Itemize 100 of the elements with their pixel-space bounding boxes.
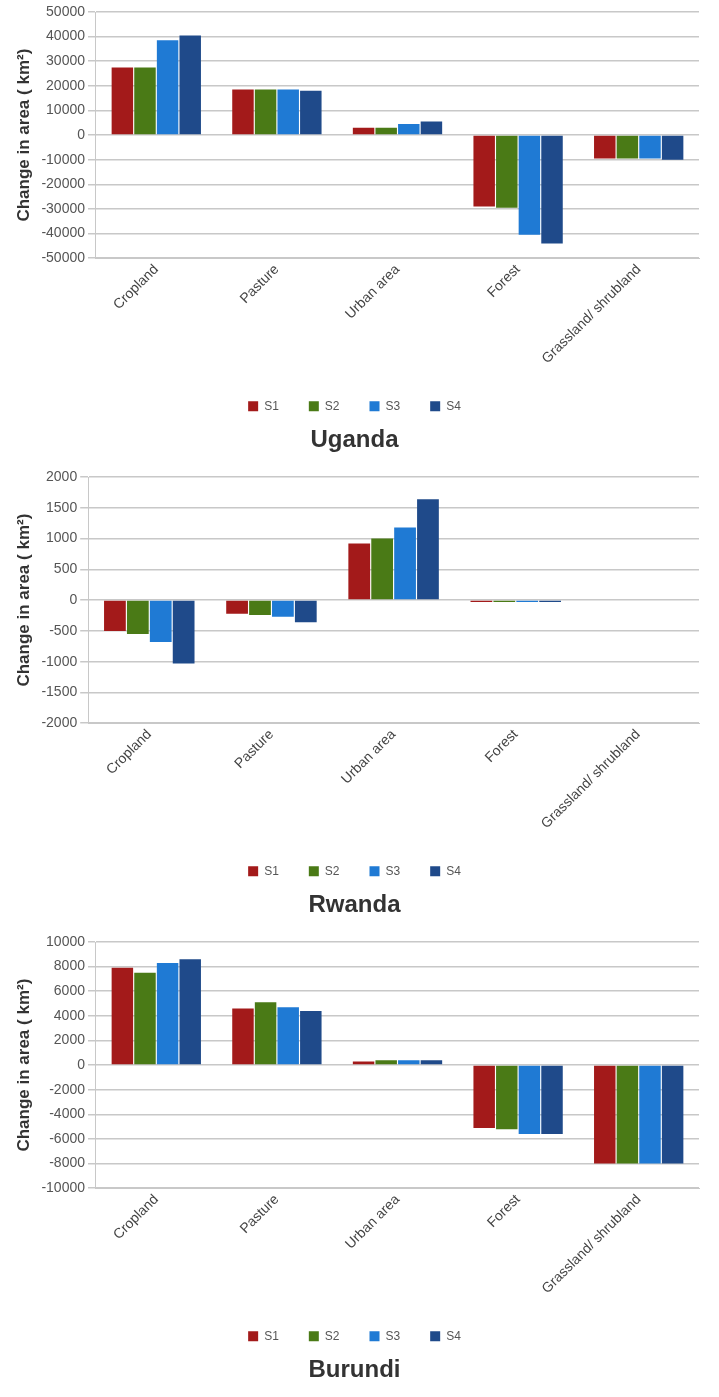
bar	[473, 135, 495, 207]
bar	[518, 1065, 541, 1135]
bar	[371, 538, 394, 600]
y-tick-label: -8000	[49, 1154, 86, 1171]
bar	[179, 35, 201, 135]
bar	[156, 40, 179, 135]
legend-label: S2	[324, 1328, 340, 1343]
bar	[541, 135, 563, 244]
bar	[232, 89, 254, 135]
text: Uganda	[310, 425, 400, 453]
bar	[111, 67, 134, 135]
y-tick-label: 6000	[53, 982, 86, 999]
y-tick-label: 40000	[46, 27, 86, 44]
y-tick-label: -1000	[41, 652, 78, 669]
text: Rwanda	[308, 890, 402, 918]
bar	[541, 1065, 563, 1135]
y-tick-label: -2000	[41, 714, 78, 731]
y-tick-label: -10000	[41, 150, 86, 167]
bar	[156, 962, 179, 1065]
bar	[594, 135, 616, 159]
bar	[254, 1002, 277, 1065]
bar	[639, 1065, 661, 1164]
bar	[249, 600, 271, 615]
y-tick-label: 0	[77, 125, 86, 142]
y-tick-label: 10000	[46, 932, 86, 949]
legend-label: S2	[324, 863, 340, 878]
y-tick-label: 0	[77, 1055, 86, 1072]
bar	[417, 499, 439, 600]
bar	[134, 67, 156, 135]
text: Burundi	[308, 1355, 401, 1383]
bar	[348, 543, 371, 600]
bar	[375, 127, 397, 135]
bar	[518, 135, 541, 235]
bar	[661, 1065, 684, 1164]
bar	[639, 135, 661, 159]
bar	[232, 1008, 254, 1065]
bar	[398, 1060, 420, 1065]
y-tick-label: 1500	[46, 498, 78, 515]
bar	[473, 1065, 495, 1128]
y-tick-label: 2000	[53, 1031, 86, 1048]
y-tick-label: -500	[49, 621, 78, 638]
y-tick-label: -50000	[41, 249, 86, 266]
legend-label: S1	[264, 1328, 280, 1343]
legend-label: S1	[264, 398, 280, 413]
bar	[420, 121, 443, 135]
y-tick-label: 4000	[53, 1006, 86, 1023]
legend-label: S3	[385, 863, 401, 878]
y-tick-label: -4000	[49, 1105, 86, 1122]
bar	[394, 527, 416, 600]
legend-label: S3	[385, 398, 401, 413]
y-tick-label: 20000	[46, 76, 86, 93]
y-tick-label: 2000	[46, 467, 78, 484]
bar	[277, 89, 299, 135]
bar	[179, 959, 201, 1065]
bar	[277, 1007, 299, 1065]
legend-label: S1	[264, 863, 280, 878]
y-tick-label: -10000	[41, 1179, 86, 1196]
y-tick-label: -20000	[41, 175, 86, 192]
bar	[126, 600, 149, 634]
legend-label: S4	[446, 398, 462, 413]
bar	[594, 1065, 616, 1164]
y-tick-label: 50000	[46, 2, 86, 19]
bar	[661, 135, 684, 160]
bar	[616, 1065, 639, 1164]
bar	[226, 600, 248, 614]
y-axis-title: Change in area ( km²)	[13, 978, 33, 1152]
bar	[149, 600, 172, 642]
legend-label: S3	[385, 1328, 401, 1343]
bar	[375, 1060, 397, 1065]
y-axis-title: Change in area ( km²)	[13, 513, 33, 687]
y-tick-label: -2000	[49, 1080, 86, 1097]
bar	[294, 600, 317, 623]
y-tick-label: -40000	[41, 224, 86, 241]
y-axis-title: Change in area ( km²)	[13, 48, 33, 222]
bar	[496, 1065, 518, 1130]
y-tick-label: 1000	[46, 529, 78, 546]
y-tick-label: 500	[53, 560, 78, 577]
y-tick-label: -6000	[49, 1129, 86, 1146]
legend-label: S4	[446, 863, 462, 878]
y-tick-label: -1500	[41, 683, 78, 700]
y-tick-label: -30000	[41, 199, 86, 216]
bar	[300, 1010, 322, 1065]
legend-label: S2	[324, 398, 340, 413]
bar	[134, 972, 156, 1065]
y-tick-label: 30000	[46, 52, 86, 69]
bar	[616, 135, 639, 159]
legend-label: S4	[446, 1328, 462, 1343]
y-tick-label: 10000	[46, 101, 86, 118]
y-tick-label: 8000	[53, 957, 86, 974]
bar	[300, 90, 322, 135]
bar	[398, 124, 420, 135]
bar	[254, 89, 277, 135]
bar	[111, 967, 134, 1065]
bar	[272, 600, 294, 617]
bar	[496, 135, 518, 208]
bar	[172, 600, 195, 664]
bar	[104, 600, 126, 631]
y-tick-label: 0	[69, 590, 78, 607]
bar	[420, 1060, 443, 1065]
bar	[352, 1061, 375, 1065]
